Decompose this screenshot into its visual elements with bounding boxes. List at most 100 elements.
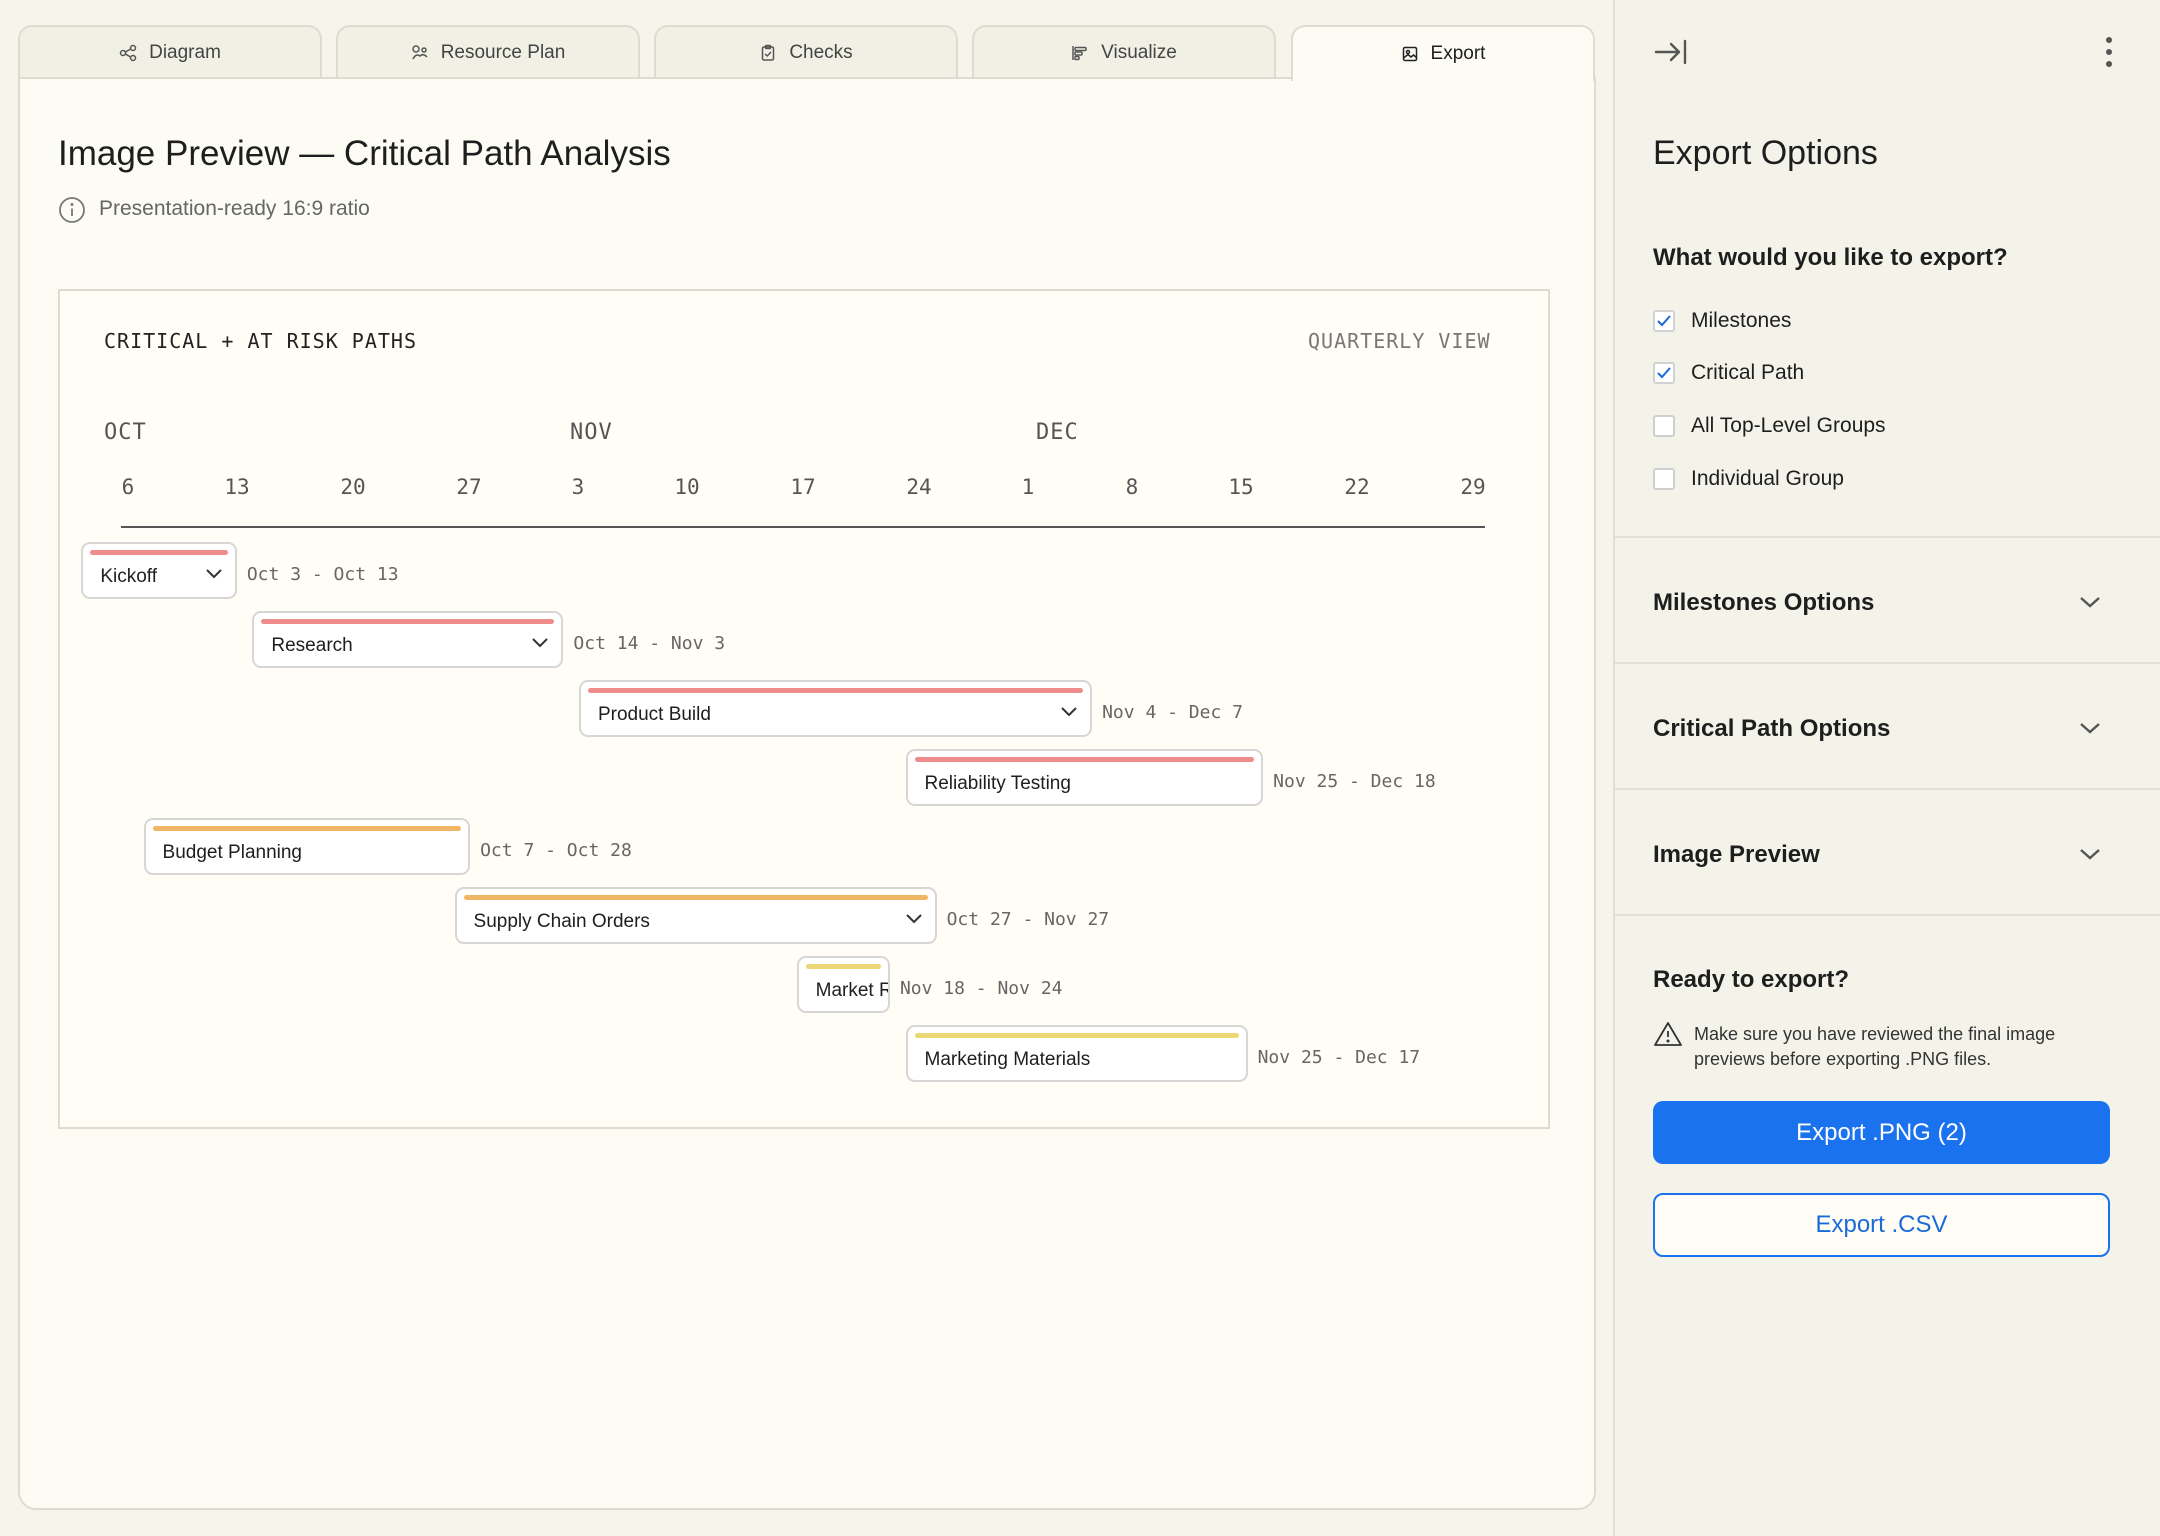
tick-label: 8 [1125,475,1139,499]
bar-date-range: Nov 18 - Nov 24 [899,978,1063,999]
tick-label: 27 [456,475,482,499]
tick-label: 20 [340,475,366,499]
check-icon [1657,367,1671,379]
tab-export[interactable]: Export [1291,25,1595,81]
clipboard-check-icon [762,44,775,61]
checkbox[interactable] [1653,310,1675,332]
bar-status-stripe [914,757,1255,762]
bar-status-stripe [90,550,228,555]
gantt-bar[interactable]: Research [252,611,564,668]
tick-label: 29 [1460,475,1486,499]
chevron-down-icon[interactable] [2078,594,2102,610]
checkbox[interactable] [1653,468,1675,490]
bar-date-range: Oct 3 - Oct 13 [246,564,399,585]
sidebar-title: Export Options [1653,134,1878,172]
tab-diagram[interactable]: Diagram [18,25,322,79]
page-subtitle: Presentation-ready 16:9 ratio [99,197,370,220]
export-question: What would you like to export? [1653,244,2008,271]
bar-label: Kickoff [100,566,158,587]
gantt-bar[interactable]: Supply Chain Orders [454,887,937,944]
tick-label: 13 [224,475,250,499]
tab-diagram-label: Diagram [149,42,221,63]
chevron-down-icon[interactable] [1060,706,1078,718]
bar-label: Budget Planning [162,842,302,863]
bar-status-stripe [152,826,462,831]
tick-label: 3 [571,475,585,499]
option-label: All Top-Level Groups [1691,414,1886,437]
info-icon [59,197,85,223]
warning-icon [1654,1022,1682,1046]
bar-status-stripe [261,619,555,624]
option-label: Individual Group [1691,467,1844,490]
tick-label: 24 [906,475,932,499]
bar-label: Product Build [597,704,711,725]
chevron-down-icon[interactable] [531,637,549,649]
bar-label: Market Research [815,980,888,1001]
tab-export-label: Export [1430,43,1486,64]
tick-label: 17 [790,475,816,499]
bar-label: Reliability Testing [924,773,1071,794]
divider [1615,536,2160,538]
chevron-down-icon[interactable] [905,913,923,925]
chevron-down-icon[interactable] [2078,720,2102,736]
option-label: Milestones [1691,309,1792,332]
bar-label: Supply Chain Orders [473,911,650,932]
chevron-down-icon[interactable] [2078,846,2102,862]
bar-date-range: Oct 27 - Nov 27 [946,909,1110,930]
image-export-icon [1402,46,1417,62]
option-critical-path[interactable]: Critical Path [1653,360,1804,386]
bar-label: Marketing Materials [924,1049,1091,1070]
option-all-top-level-groups[interactable]: All Top-Level Groups [1653,413,1886,439]
diagram-icon [119,44,137,62]
option-milestones[interactable]: Milestones [1653,308,1791,334]
collapse-panel-icon[interactable] [1652,36,1692,68]
bar-date-range: Nov 25 - Dec 17 [1257,1047,1421,1068]
chevron-down-icon[interactable] [205,568,223,580]
bar-date-range: Oct 7 - Oct 28 [480,840,632,861]
gantt-bar[interactable]: Budget Planning [143,818,471,875]
bar-date-range: Oct 14 - Nov 3 [573,633,726,654]
tick-label: 15 [1228,475,1254,499]
tick-label: 22 [1344,475,1370,499]
accordion-milestones-options[interactable]: Milestones Options [1653,589,1875,616]
accordion-image-preview[interactable]: Image Preview [1653,841,1820,868]
checkbox[interactable] [1653,415,1675,437]
page-title: Image Preview — Critical Path Analysis [58,134,671,173]
bar-label: Research [271,635,353,656]
tab-visualize-label: Visualize [1101,42,1177,63]
warning-text: Make sure you have reviewed the final im… [1694,1024,2056,1069]
chart-title: CRITICAL + AT RISK PATHS [104,329,417,353]
export-sidebar [1613,0,2160,1536]
chart-view-label: QUARTERLY VIEW [1308,329,1491,353]
tab-visualize[interactable]: Visualize [972,25,1276,79]
gantt-bar[interactable]: Reliability Testing [905,749,1264,806]
timeline-axis [121,526,1485,528]
option-individual-group[interactable]: Individual Group [1653,466,1844,492]
accordion-critical-path-options[interactable]: Critical Path Options [1653,715,1891,742]
export-png-button[interactable]: Export .PNG (2) [1653,1101,2110,1164]
option-label: Critical Path [1691,361,1805,384]
export-csv-button[interactable]: Export .CSV [1653,1193,2110,1257]
checkbox[interactable] [1653,362,1675,384]
tick-label: 1 [1021,475,1035,499]
tab-resource-plan-label: Resource Plan [440,42,566,63]
gantt-bar[interactable]: Product Build [578,680,1093,737]
resource-plan-icon [411,45,428,60]
ready-title: Ready to export? [1653,966,1850,993]
more-options-icon[interactable] [2100,34,2118,70]
bar-status-stripe [914,1033,1239,1038]
gantt-bar[interactable]: Market Research [796,956,890,1013]
bar-status-stripe [805,964,881,969]
gantt-bar[interactable]: Marketing Materials [905,1025,1248,1082]
divider [1615,788,2160,790]
bar-date-range: Nov 25 - Dec 18 [1273,771,1436,792]
gantt-bar[interactable]: Kickoff [81,542,237,599]
tab-checks[interactable]: Checks [654,25,958,79]
bar-status-stripe [587,688,1084,693]
bar-status-stripe [463,895,928,900]
tab-resource-plan[interactable]: Resource Plan [336,25,640,79]
month-label: NOV [570,420,613,445]
tick-label: 10 [674,475,700,499]
month-label: OCT [104,420,147,445]
divider [1615,914,2160,916]
